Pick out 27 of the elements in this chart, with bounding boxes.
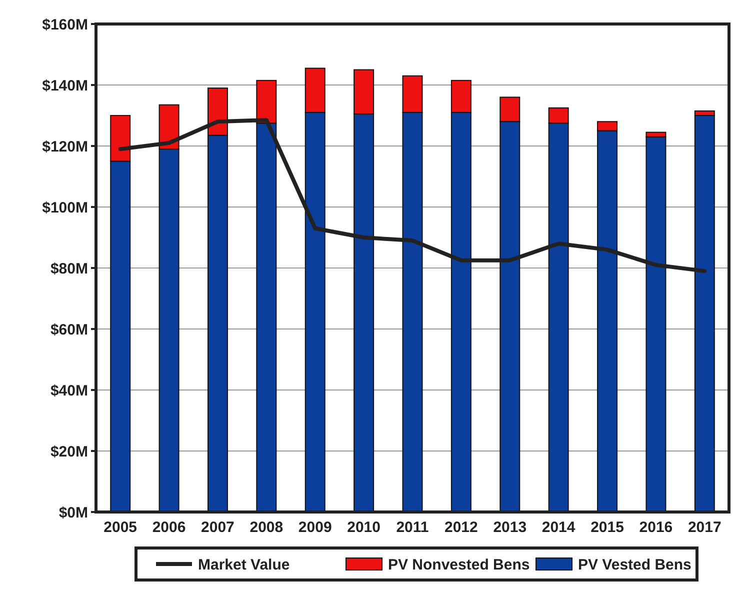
y-tick-label: $0M: [58, 504, 88, 522]
legend-label: PV Vested Bens: [578, 556, 692, 574]
x-tick-label: 2017: [688, 519, 722, 536]
y-tick-label: $60M: [50, 321, 88, 338]
x-tick-label: 2015: [590, 519, 624, 536]
x-tick-label: 2005: [104, 519, 138, 536]
legend-label: Market Value: [198, 556, 290, 574]
y-tick-label: $160M: [42, 16, 88, 34]
x-tick-label: 2006: [152, 519, 186, 536]
x-tick-label: 2008: [250, 519, 284, 536]
x-tick-label: 2010: [347, 519, 380, 536]
legend-label: PV Nonvested Bens: [388, 556, 530, 574]
x-tick-label: 2011: [396, 519, 429, 536]
bar: [646, 136, 666, 512]
x-tick-label: 2013: [493, 519, 527, 536]
y-tick-label: $40M: [50, 382, 88, 400]
y-tick-label: $120M: [42, 138, 88, 156]
x-tick-label: 2007: [201, 519, 234, 536]
x-tick-label: 2012: [444, 519, 478, 536]
x-tick-label: 2016: [639, 519, 673, 536]
line-series: [118, 118, 707, 274]
y-tick-label: $100M: [42, 199, 88, 216]
y-tick-label: $80M: [50, 260, 88, 278]
x-tick-label: 2009: [298, 519, 332, 536]
y-tick-label: $20M: [50, 443, 88, 460]
x-tick-label: 2014: [542, 519, 576, 536]
y-tick-label: $140M: [42, 77, 88, 94]
